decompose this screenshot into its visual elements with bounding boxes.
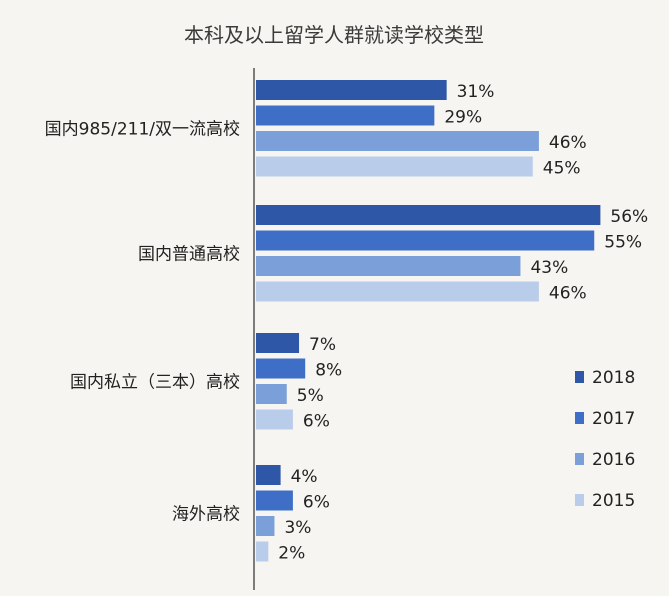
category-label-3: 国内私立（三本）高校 (70, 372, 240, 392)
data-label-2018-3: 7% (309, 335, 336, 355)
bar-2017-3 (256, 358, 306, 379)
data-label-2016-4: 3% (284, 518, 311, 538)
chart-title: 本科及以上留学人群就读学校类型 (184, 23, 484, 47)
bar-2015-3 (256, 409, 293, 430)
bar-2016-3 (256, 384, 287, 404)
data-label-2018-1: 31% (457, 82, 495, 102)
data-label-2018-2: 56% (610, 207, 648, 227)
bar-2016-1 (256, 131, 539, 151)
legend-swatch-2017 (575, 412, 584, 424)
bar-2018-3 (256, 333, 300, 353)
data-label-2015-4: 2% (278, 544, 305, 564)
bar-2017-1 (256, 105, 435, 126)
bar-2018-2 (256, 205, 601, 225)
bar-2018-1 (256, 80, 447, 100)
data-label-2017-2: 55% (604, 233, 642, 253)
bar-2017-4 (256, 490, 293, 511)
data-label-2018-4: 4% (291, 467, 318, 487)
data-label-2016-3: 5% (297, 386, 324, 406)
category-label-1: 国内985/211/双一流高校 (45, 119, 240, 139)
bar-2015-2 (256, 281, 539, 302)
data-label-2016-2: 43% (530, 258, 568, 278)
bar-2016-4 (256, 516, 275, 536)
legend-label-2017: 2017 (592, 409, 635, 429)
data-label-2017-1: 29% (444, 108, 482, 128)
bar-2015-4 (256, 541, 269, 562)
legend-swatch-2018 (575, 371, 584, 383)
category-label-2: 国内普通高校 (138, 244, 240, 264)
legend-swatch-2015 (575, 494, 584, 506)
category-label-4: 海外高校 (172, 504, 240, 524)
legend-swatch-2016 (575, 453, 584, 465)
bar-2015-1 (256, 156, 533, 177)
legend-label-2015: 2015 (592, 491, 635, 511)
data-label-2015-2: 46% (549, 284, 587, 304)
data-label-2015-1: 45% (543, 159, 581, 179)
bar-2016-2 (256, 256, 521, 276)
data-label-2017-4: 6% (303, 493, 330, 513)
data-label-2016-1: 46% (549, 133, 587, 153)
data-label-2015-3: 6% (303, 412, 330, 432)
legend-label-2018: 2018 (592, 368, 635, 388)
data-label-2017-3: 8% (315, 361, 342, 381)
legend-label-2016: 2016 (592, 450, 635, 470)
bar-2018-4 (256, 465, 281, 485)
bar-2017-2 (256, 230, 595, 251)
